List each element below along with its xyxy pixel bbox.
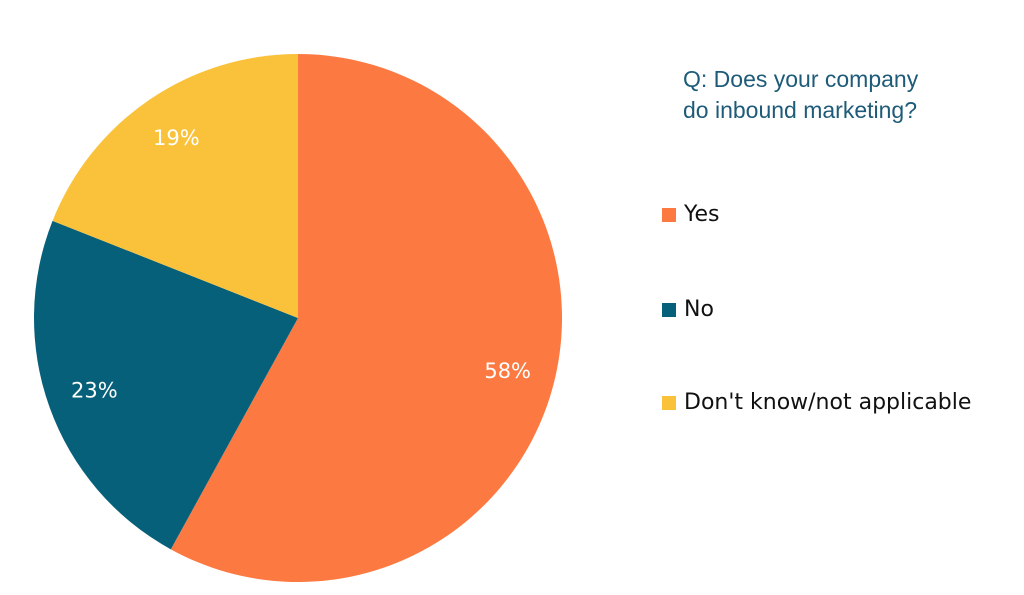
chart-question: Q: Does your company do inbound marketin… bbox=[683, 64, 1013, 126]
pie-label-yes: 58% bbox=[484, 359, 531, 383]
pie-slice-dont-know bbox=[52, 54, 299, 318]
legend-label-no: No bbox=[684, 297, 714, 322]
chart-question-line-2: do inbound marketing? bbox=[683, 97, 917, 123]
legend-swatch-dont-know bbox=[662, 395, 676, 410]
legend-item-no: No bbox=[662, 297, 714, 322]
legend-swatch-no bbox=[662, 302, 676, 317]
pie-chart: 58% 23% 19% bbox=[34, 54, 563, 582]
legend-label-dont-know: Don't know/not applicable bbox=[684, 390, 972, 415]
pie-slice-yes bbox=[170, 54, 563, 582]
legend-swatch-yes bbox=[662, 207, 676, 222]
chart-question-line-1: Q: Does your company bbox=[683, 66, 919, 92]
pie-label-no: 23% bbox=[71, 378, 118, 402]
legend-item-dont-know: Don't know/not applicable bbox=[662, 390, 971, 415]
pie-label-dont-know: 19% bbox=[153, 126, 200, 150]
legend-item-yes: Yes bbox=[662, 202, 720, 227]
pie-slice-no bbox=[34, 220, 299, 550]
legend-label-yes: Yes bbox=[684, 202, 720, 227]
